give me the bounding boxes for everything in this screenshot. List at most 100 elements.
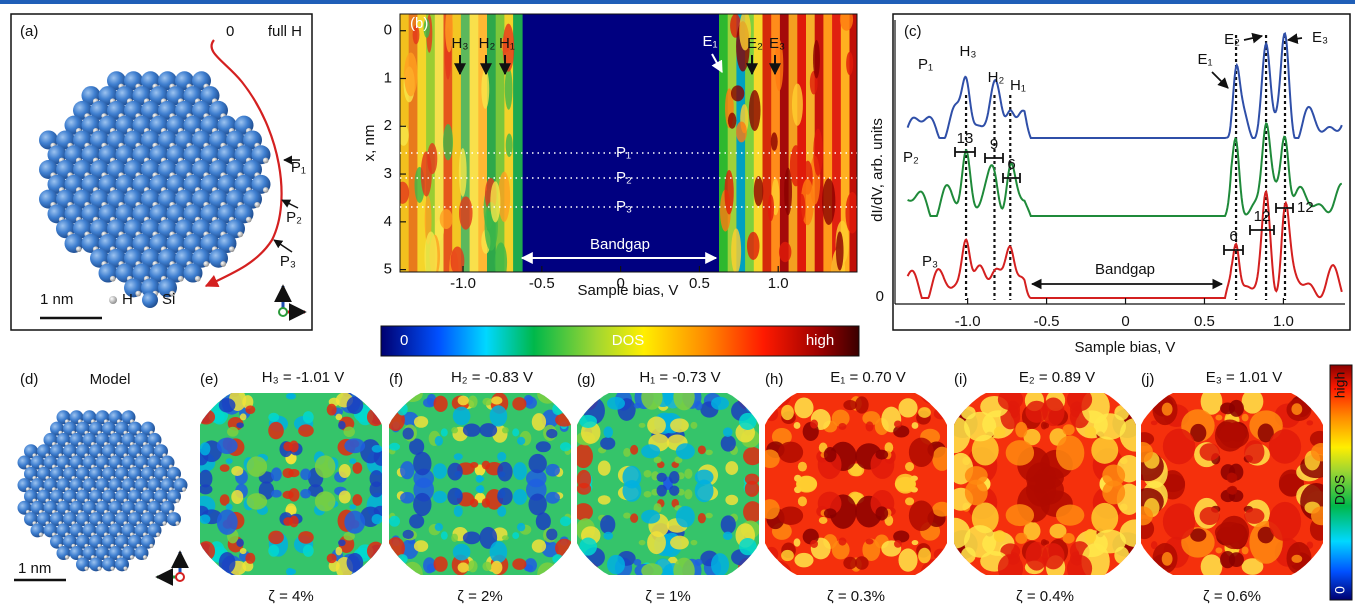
peak-label: E₃: [769, 35, 785, 52]
map-blob: [912, 422, 919, 429]
dos-map: [369, 373, 591, 595]
figure: (a) 0 full H P₁ P₂ P₃ 1 nm H Si (b) P₁ P…: [0, 0, 1355, 608]
panel-label: (c): [904, 23, 922, 40]
map-blob: [676, 506, 695, 527]
zeta-label: ζ = 4%: [268, 588, 313, 605]
map-blob: [247, 456, 268, 477]
map-blob: [219, 552, 236, 573]
map-blob: [1242, 389, 1264, 413]
map-blob: [537, 385, 558, 404]
map-blob: [1291, 403, 1302, 415]
map-blob: [647, 417, 666, 435]
map-blob: [1025, 401, 1047, 423]
map-blob: [778, 506, 803, 525]
heat-blob: [404, 52, 417, 96]
map-blob: [482, 562, 492, 571]
map-blob: [1215, 522, 1245, 543]
map-blob: [490, 541, 508, 563]
map-blob: [898, 548, 917, 571]
heat-stripe: [763, 14, 773, 272]
map-blob: [402, 386, 423, 402]
map-blob: [343, 427, 354, 438]
colorbar-label: high: [806, 332, 834, 349]
heat-blob: [451, 247, 465, 276]
map-blob: [414, 540, 428, 552]
map-blob: [669, 486, 679, 496]
map-blob: [574, 444, 593, 468]
path-label: P₂: [616, 169, 632, 186]
map-blob: [231, 466, 243, 476]
panel-label: (e): [200, 371, 218, 388]
map-blob: [918, 548, 931, 563]
map-blob: [641, 444, 660, 458]
peak-label: E₁: [702, 33, 717, 50]
map-blob: [905, 462, 914, 471]
map-blob: [397, 554, 408, 564]
map-blob: [1311, 443, 1332, 461]
map-blob: [577, 470, 591, 489]
h-atom: [263, 187, 269, 193]
h-atom: [203, 261, 209, 267]
heat-blob: [731, 228, 741, 274]
curve-label: P₃: [922, 253, 938, 270]
map-blob: [893, 425, 909, 437]
nanocrystal: [39, 71, 271, 297]
legend-label: H: [122, 291, 133, 308]
x-tick-label: -1.0: [955, 313, 981, 330]
map-blob: [497, 488, 512, 505]
heat-blob: [495, 242, 507, 282]
h-atom: [143, 555, 147, 559]
map-blob: [349, 458, 356, 464]
map-blob: [1244, 440, 1264, 464]
map-blob: [367, 542, 385, 561]
bandgap-label: Bandgap: [590, 236, 650, 253]
map-blob: [760, 450, 780, 468]
map-blob: [1006, 504, 1034, 526]
map-blob: [528, 454, 546, 473]
map-blob: [641, 385, 662, 410]
map-blob: [497, 452, 506, 462]
map-blob: [434, 396, 448, 412]
h-atom: [135, 291, 141, 297]
map-blob: [819, 517, 828, 524]
map-blob: [236, 422, 244, 428]
width-bars: 139661212: [955, 130, 1314, 255]
peak-label: H₂: [988, 69, 1005, 86]
map-blob: [476, 486, 483, 493]
x-tick-label: 1.0: [1273, 313, 1294, 330]
map-blob: [691, 540, 698, 545]
colorbar-label: DOS: [612, 332, 645, 349]
map-blob: [560, 442, 571, 451]
map-blob: [1215, 415, 1222, 421]
map-blob: [634, 403, 642, 409]
map-blob: [998, 389, 1023, 410]
panel-label: (f): [389, 371, 403, 388]
zeta-label: ζ = 2%: [457, 588, 502, 605]
map-blob: [1162, 552, 1173, 566]
map-blob: [641, 510, 660, 524]
map-blob: [561, 404, 573, 415]
map-blob: [283, 442, 293, 452]
map-blob: [482, 398, 492, 406]
map-blob: [676, 443, 695, 459]
map-blob: [603, 532, 613, 540]
map-blob: [644, 470, 652, 477]
heat-blob: [754, 176, 763, 206]
heat-stripe: [452, 14, 462, 272]
map-blob: [344, 511, 365, 534]
map-blob: [684, 489, 692, 499]
map-blob: [546, 492, 560, 504]
path-label: P₁: [616, 144, 631, 161]
heat-blob: [840, 8, 853, 31]
map-blob: [894, 540, 902, 548]
width-label: 12: [1297, 199, 1314, 216]
map-blob: [894, 420, 902, 427]
map-blob: [574, 503, 593, 521]
y-axis-label: dI/dV, arb. units: [869, 118, 886, 222]
legend-si: [142, 292, 158, 308]
map-blob: [575, 566, 590, 581]
map-blob: [623, 513, 631, 519]
peak-label: E₂: [1224, 31, 1240, 48]
map-blob: [268, 531, 284, 544]
map-blob: [746, 565, 761, 582]
